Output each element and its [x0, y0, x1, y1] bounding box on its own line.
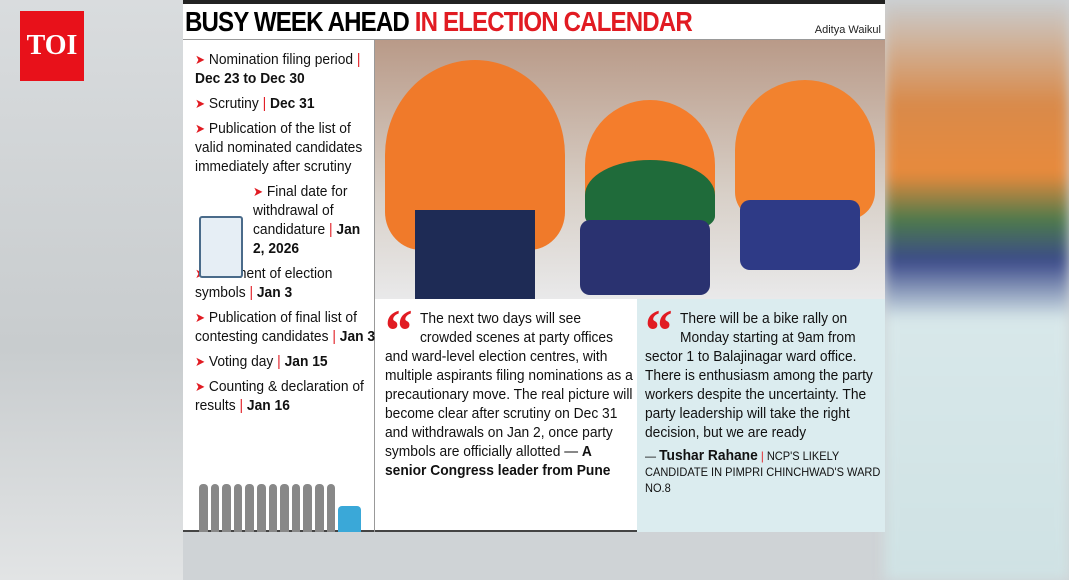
schedule-event: Publication of final list of contesting …	[195, 309, 357, 345]
arrow-bullet-icon: ➤	[195, 52, 206, 67]
schedule-item: ➤ Publication of the list of valid nomin…	[195, 119, 379, 176]
schedule-date: Jan 16	[246, 397, 290, 414]
quote-speaker: Tushar Rahane	[659, 447, 758, 464]
quote-mark-icon: “	[645, 298, 673, 364]
voter-queue-icon	[199, 480, 362, 532]
schedule-item: ➤ Final date for withdrawal of candidatu…	[253, 183, 361, 257]
quote-mark-icon: “	[385, 298, 413, 364]
schedule-item: ➤ Counting & declaration of results | Ja…	[195, 378, 364, 414]
headline: BUSY WEEK AHEAD IN ELECTION CALENDAR	[185, 6, 693, 37]
quote-speaker-role: NCP's likely candidate in Pimpri Chinchw…	[645, 449, 881, 495]
schedule-event: Nomination filing period	[208, 51, 354, 68]
schedule-item: ➤ Nomination filing period | Dec 23 to D…	[195, 51, 361, 87]
photo-credit: Aditya Waikul	[814, 24, 881, 36]
schedule-panel: ➤ Nomination filing period | Dec 23 to D…	[183, 40, 375, 532]
quote-text: There will be a bike rally on Monday sta…	[645, 310, 873, 441]
schedule-event: Scrutiny	[208, 95, 259, 112]
quote-speaker: A senior Congress leader from Pune	[385, 443, 611, 479]
quote-senior-congress-leader: “ The next two days will see crowded sce…	[385, 298, 633, 479]
photo-turbans	[375, 40, 885, 299]
headline-black: BUSY WEEK AHEAD	[185, 6, 410, 37]
arrow-bullet-icon: ➤	[195, 121, 206, 136]
arrow-bullet-icon: ➤	[195, 379, 206, 394]
header: BUSY WEEK AHEAD IN ELECTION CALENDAR Adi…	[183, 4, 885, 40]
schedule-date: Dec 23 to Dec 30	[195, 70, 305, 87]
schedule-item: ➤ Voting day | Jan 15	[195, 353, 328, 370]
arrow-bullet-icon: ➤	[195, 96, 206, 111]
blurred-background-left	[0, 0, 183, 580]
arrow-bullet-icon: ➤	[253, 184, 264, 199]
toi-logo[interactable]: TOI	[20, 11, 84, 81]
arrow-bullet-icon: ➤	[195, 310, 206, 325]
blurred-background-right	[885, 0, 1069, 580]
arrow-bullet-icon: ➤	[195, 354, 206, 369]
schedule-event: Voting day	[208, 353, 274, 370]
schedule-item: ➤ Scrutiny | Dec 31	[195, 95, 315, 112]
schedule-date: Dec 31	[269, 95, 315, 112]
quote-tushar-rahane: “ There will be a bike rally on Monday s…	[637, 299, 885, 532]
calendar-checklist-icon	[199, 216, 243, 278]
schedule-event: Counting & declaration of results	[195, 378, 364, 414]
schedule-date: Jan 2, 2026	[253, 221, 361, 257]
schedule-date: Jan 3	[256, 284, 293, 301]
schedule-event: Publication of the list of valid nominat…	[195, 120, 363, 175]
infographic: BUSY WEEK AHEAD IN ELECTION CALENDAR Adi…	[183, 0, 885, 532]
schedule-date: Jan 15	[284, 353, 328, 370]
schedule-event: Final date for withdrawal of candidature	[253, 183, 348, 238]
schedule-item: ➤ Publication of final list of contestin…	[195, 309, 376, 345]
headline-red: IN ELECTION CALENDAR	[414, 6, 693, 37]
schedule-date: Jan 3	[339, 328, 376, 345]
quote-text: The next two days will see crowded scene…	[385, 310, 633, 460]
